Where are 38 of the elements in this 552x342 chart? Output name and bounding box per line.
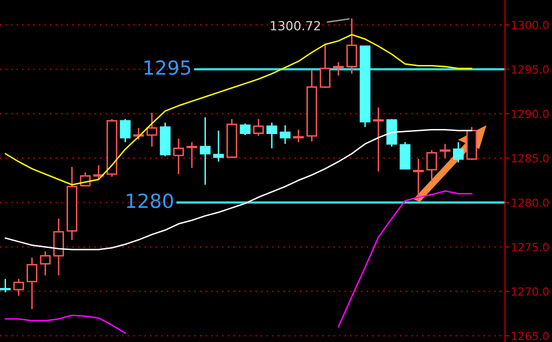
y-tick-label: 1300.0	[512, 20, 549, 30]
line-series	[4, 34, 472, 186]
candlestick	[453, 141, 464, 164]
candlestick	[266, 122, 278, 150]
candlestick	[213, 130, 224, 162]
candlestick	[120, 118, 131, 143]
candlestick	[333, 61, 344, 76]
y-tick-label: 1270.0	[512, 287, 549, 296]
candlestick	[146, 112, 158, 148]
candlestick	[373, 106, 384, 172]
candlestick	[0, 278, 11, 293]
y-tick-label: 1295.0	[512, 65, 549, 74]
candlestick	[26, 256, 38, 310]
candlestick	[440, 143, 450, 159]
candlestick	[320, 42, 330, 89]
candlestick	[186, 141, 198, 169]
annotation: 1300.72	[270, 20, 320, 30]
candlestick	[40, 250, 51, 276]
candlestick	[253, 118, 264, 137]
y-tick-label: 1285.0	[512, 154, 549, 162]
candlestick	[400, 141, 410, 170]
candlestick	[173, 138, 184, 175]
candlestick	[280, 124, 291, 145]
candlestick	[240, 122, 251, 136]
candlestick	[293, 129, 304, 143]
ref-line-label: 1295	[144, 60, 190, 75]
y-tick-label: 1290.0	[512, 110, 549, 118]
y-tick-label: 1275.0	[512, 242, 549, 252]
candlestick	[53, 218, 64, 276]
y-tick-label: 1280.0	[512, 198, 549, 207]
candlestick	[386, 118, 398, 148]
y-tick-label: 1265.0	[512, 332, 549, 340]
candlestick	[346, 18, 358, 74]
candlestick	[426, 149, 438, 182]
candlestick	[13, 278, 24, 297]
candlestick	[413, 158, 424, 201]
candlestick	[200, 116, 211, 186]
ref-line-label: 1280	[126, 193, 173, 208]
